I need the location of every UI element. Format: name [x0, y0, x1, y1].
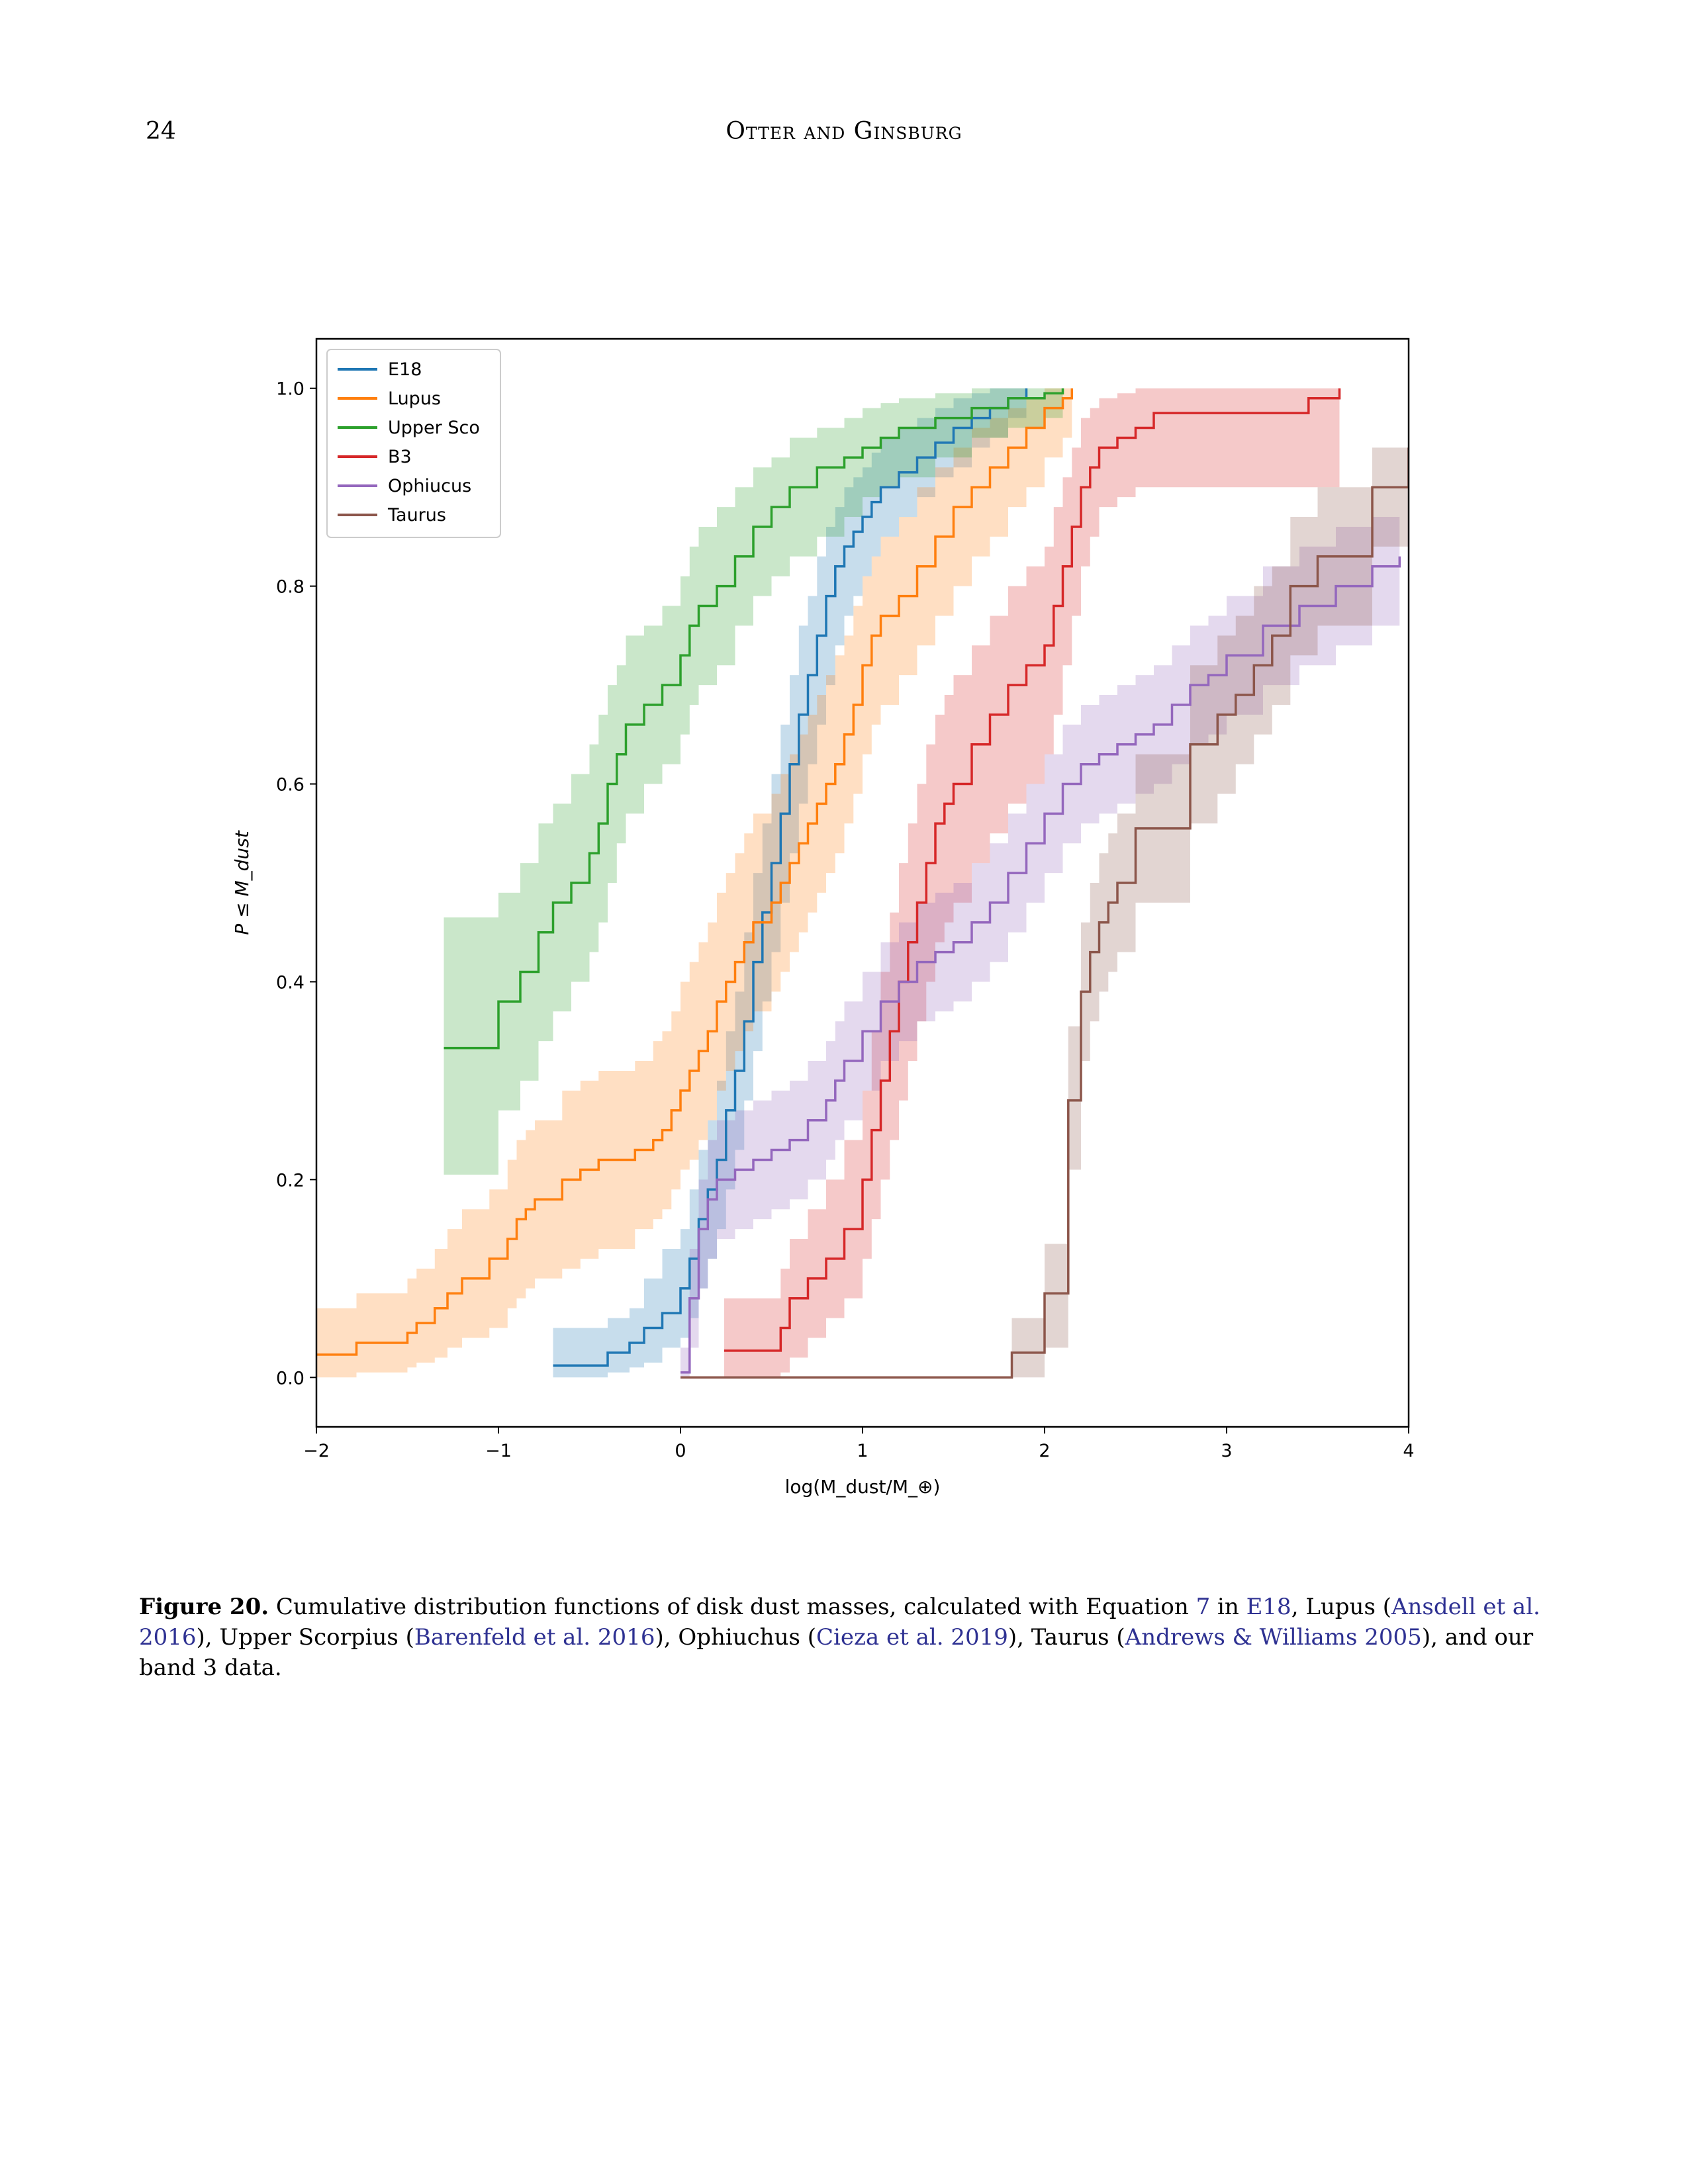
series-band-lupus — [316, 388, 1072, 1378]
x-tick-label: −1 — [485, 1441, 512, 1461]
legend: E18 Lupus Upper Sco B3 Ophiucus Taurus — [326, 349, 501, 538]
x-tick-label: −2 — [303, 1441, 330, 1461]
y-tick-label: 0.2 — [276, 1170, 305, 1191]
y-axis-label: P ≤ M_dust — [231, 830, 253, 934]
caption-text: Cumulative distribution functions of dis… — [269, 1594, 1196, 1620]
series-line-lupus — [316, 388, 1074, 1356]
y-tick-label: 0.6 — [276, 775, 305, 796]
legend-label: Taurus — [387, 505, 446, 525]
caption-text: ), Ophiuchus ( — [655, 1624, 816, 1651]
caption-text: in — [1210, 1594, 1246, 1620]
legend-label: Lupus — [388, 388, 441, 409]
caption-ref-ansdell[interactable]: Ansdell et al. 2016 — [139, 1594, 1540, 1651]
x-tick-label: 1 — [857, 1441, 868, 1461]
x-tick-label: 4 — [1403, 1441, 1414, 1461]
running-head: Otter and Ginsburg — [726, 118, 962, 145]
x-tick-label: 3 — [1221, 1441, 1232, 1461]
y-tick-label: 0.0 — [276, 1368, 305, 1388]
y-tick-label: 0.8 — [276, 577, 305, 598]
y-tick-label: 0.4 — [276, 972, 305, 993]
caption-ref-andrews[interactable]: Andrews & Williams 2005 — [1125, 1624, 1422, 1651]
legend-label: Upper Sco — [388, 418, 480, 438]
x-axis-label: log(M_dust/M_⊕) — [785, 1476, 941, 1498]
x-tick-label: 0 — [675, 1441, 686, 1461]
legend-box — [326, 349, 501, 538]
series-line-b3 — [724, 388, 1341, 1352]
series-line-taurus — [680, 447, 1409, 1379]
caption-text: , Lupus ( — [1291, 1594, 1391, 1620]
caption-label: Figure 20. — [139, 1594, 269, 1620]
caption-ref-e18[interactable]: E18 — [1246, 1594, 1291, 1620]
plot-area — [316, 388, 1409, 1379]
series-line-e18 — [553, 388, 1028, 1367]
legend-label: E18 — [388, 359, 422, 380]
series-line-upper-sco — [444, 388, 1064, 1050]
caption-ref-cieza[interactable]: Cieza et al. 2019 — [816, 1624, 1008, 1651]
y-tick-label: 1.0 — [276, 379, 305, 400]
figure-caption: Figure 20. Cumulative distribution funct… — [139, 1592, 1546, 1683]
caption-ref-equation[interactable]: 7 — [1196, 1594, 1211, 1620]
caption-ref-barenfeld[interactable]: Barenfeld et al. 2016 — [414, 1624, 655, 1651]
caption-text: ), and our band 3 data. — [139, 1624, 1534, 1681]
caption-text: ), Taurus ( — [1008, 1624, 1125, 1651]
series-line-ophiucus — [680, 556, 1401, 1374]
legend-label: Ophiucus — [388, 476, 471, 496]
page-number: 24 — [146, 118, 176, 145]
x-tick-label: 2 — [1039, 1441, 1050, 1461]
caption-text: ), Upper Scorpius ( — [196, 1624, 414, 1651]
cdf-chart: −2 −1 0 1 2 3 4 0.0 0.2 0.4 0.6 0.8 1.0 log(M_dust/M_… — [231, 338, 1415, 1498]
legend-label: B3 — [388, 447, 412, 467]
series-band-ophiucus — [680, 507, 1400, 1378]
